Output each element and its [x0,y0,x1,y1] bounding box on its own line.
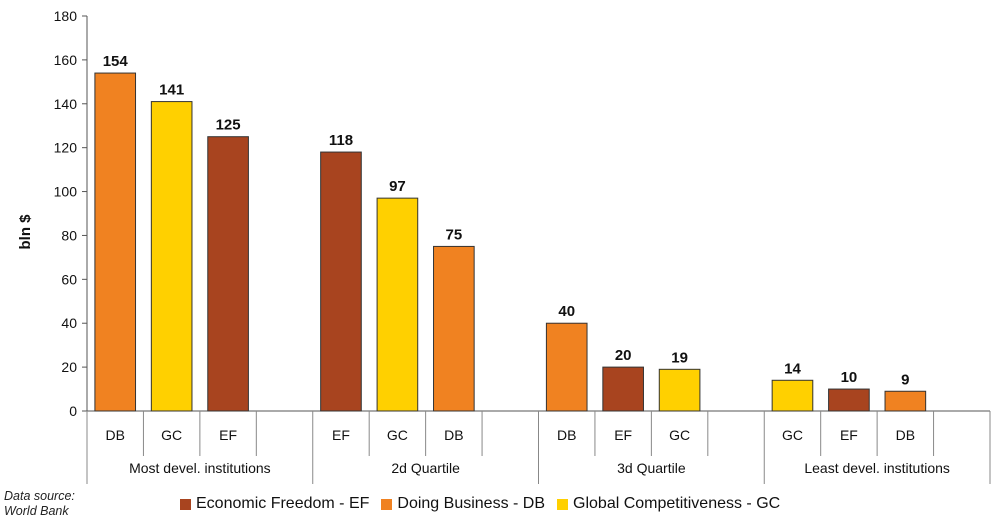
bar [376,197,419,412]
x-category-label: DB [105,427,124,443]
source-line-1: Data source: [4,489,75,503]
bar [320,151,362,412]
x-category-label: EF [840,427,858,443]
bar [94,72,137,412]
x-category-label: EF [219,427,237,443]
y-tick-label: 120 [54,140,78,156]
bar [828,388,870,412]
bar-value-label: 20 [615,347,632,364]
chart-bars: 154 141 125 118 97 75 40 20 19 14 10 9 [94,53,927,412]
y-tick-label: 140 [54,96,78,112]
bar-value-label: 40 [558,303,575,320]
bar [545,322,588,412]
x-group-label: Most devel. institutions [129,460,271,476]
legend-swatch-gc [557,498,569,510]
bar-value-label: 14 [784,360,801,377]
x-group-label: 3d Quartile [617,460,686,476]
x-group-label: Least devel. institutions [804,460,950,476]
bar-value-label: 141 [159,82,184,99]
bar [884,390,927,412]
bar [771,379,814,412]
bar [150,101,193,412]
bar-value-label: 118 [329,132,353,149]
x-category-label: EF [614,427,632,443]
x-category-label: DB [557,427,576,443]
x-category-label: GC [161,427,182,443]
x-category-label: GC [387,427,408,443]
bar-value-label: 10 [841,369,858,386]
legend-item-gc: Global Competitiveness - GC [557,495,780,513]
bar-value-label: 154 [103,53,129,70]
data-source-note: Data source: World Bank [4,489,75,519]
y-tick-label: 60 [61,271,77,287]
bar-value-label: 75 [446,226,463,243]
bar-value-label: 97 [389,178,406,195]
bar-value-label: 19 [671,349,688,366]
bar [602,366,644,412]
legend-item-db: Doing Business - DB [381,495,545,513]
x-category-label: GC [669,427,690,443]
y-tick-label: 80 [61,227,77,243]
y-tick-label: 160 [54,52,78,68]
legend-label-db: Doing Business - DB [397,495,546,512]
x-category-label: DB [896,427,915,443]
legend-swatch-db [381,498,393,510]
y-axis-label: bln $ [17,214,34,250]
x-category-label: EF [332,427,350,443]
x-category-label: GC [782,427,803,443]
bar-value-label: 9 [901,371,909,388]
bar [658,368,701,412]
y-tick-label: 40 [61,315,77,331]
x-category-label: DB [444,427,463,443]
y-axis-ticks: 0 20 40 60 80 100 120 140 160 180 [54,8,87,419]
y-tick-label: 180 [54,8,78,24]
legend-item-ef: Economic Freedom - EF [180,495,369,513]
legend-label-ef: Economic Freedom - EF [196,495,370,512]
source-line-2: World Bank [4,504,69,518]
x-group-label: 2d Quartile [391,460,460,476]
x-axis-labels: DB GC EF Most devel. institutions EF GC DB 2d Q… [86,411,991,484]
y-tick-label: 100 [54,184,78,200]
bar-value-label: 125 [216,117,241,134]
legend-swatch-ef [180,498,191,510]
bar [207,136,249,412]
y-tick-label: 20 [61,359,77,375]
y-tick-label: 0 [69,403,77,419]
legend-label-gc: Global Competitiveness - GC [573,495,781,512]
chart-legend: Economic Freedom - EF Doing Business - D… [180,495,792,513]
bar [433,245,475,412]
